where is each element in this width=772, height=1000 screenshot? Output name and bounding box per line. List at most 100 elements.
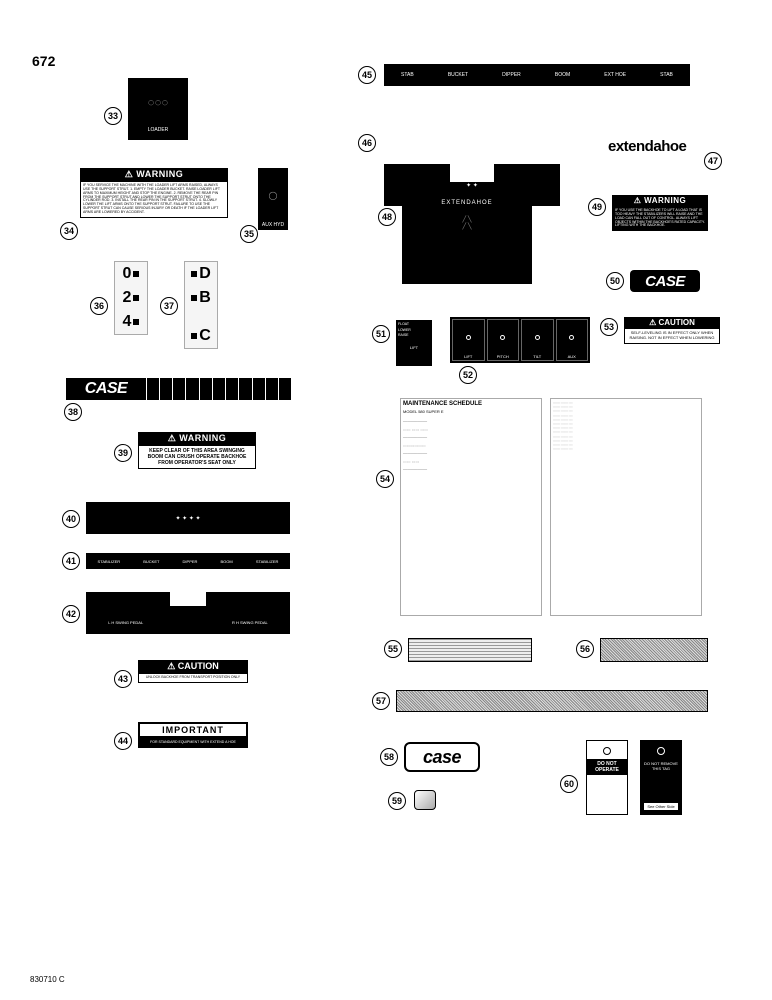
p42-r: R H SWING PEDAL [232,620,268,625]
p45-2: DIPPER [502,72,521,78]
callout-51: 51 [372,325,390,343]
warning-header: ⚠ WARNING [80,168,228,181]
decal-59-part [414,790,436,810]
p42-l: L H SWING PEDAL [108,620,143,625]
decal-48-extendahoe-diagram: EXTENDAHOE ╱ ╲╱ ╲ [402,196,532,284]
decal-54-instructions: ━━━━ ━━━━ ━━━━━━ ━━━━ ━━━━━━ ━━━━ ━━━━━━… [550,398,702,616]
page-number: 672 [32,53,55,69]
caution-header: ⚠ CAUTION [138,660,248,673]
callout-42: 42 [62,605,80,623]
decal-36-shift: 0 2 4 [114,261,148,335]
warning-body: KEEP CLEAR OF THIS AREA SWINGING BOOM CA… [138,445,256,469]
decal-39-warning: ⚠ WARNING KEEP CLEAR OF THIS AREA SWINGI… [138,432,256,469]
shift-c: C [199,327,211,345]
tag-see-other: See Other Side [644,803,677,810]
callout-45: 45 [358,66,376,84]
decal-34-warning: ⚠ WARNING IF YOU SERVICE THE MACHINE WIT… [80,168,228,218]
decal-43-caution: ⚠ CAUTION UNLOCK BACKHOE FROM TRANSPORT … [138,660,248,683]
callout-39: 39 [114,444,132,462]
decal-40-control-panel: ✦ ✦ ✦ ✦ [86,502,290,534]
decal-53-caution: ⚠ CAUTION SELF-LEVELING IS IN EFFECT ONL… [624,317,720,344]
p52-3: AUX [568,354,576,359]
p51-2: RAISE [398,333,430,339]
caution-body: SELF-LEVELING IS IN EFFECT ONLY WHEN RAI… [624,328,720,344]
decal-49-warning: ⚠ WARNING IF YOU USE THE BACKHOE TO LIFT… [612,195,708,231]
decal-44-important: IMPORTANT FOR STANDARD EQUIPMENT WITH EX… [138,722,248,748]
warning-body: IF YOU USE THE BACKHOE TO LIFT A LOAD TH… [612,206,708,231]
decal-55-texture [408,638,532,662]
callout-54: 54 [376,470,394,488]
callout-59: 59 [388,792,406,810]
loader-label: LOADER [129,127,187,133]
decal-52-grid: LIFT PITCH TILT AUX [450,317,590,363]
callout-40: 40 [62,510,80,528]
p41-3: BOOM [221,559,233,564]
callout-48: 48 [378,208,396,226]
important-header: IMPORTANT [138,722,248,738]
p45-4: EXT HOE [604,72,626,78]
aux-hyd-label: AUX HYD [262,222,284,230]
shift-0: 0 [123,265,132,283]
callout-35: 35 [240,225,258,243]
decal-42-swing-panel: L H SWING PEDAL R H SWING PEDAL [86,592,290,634]
callout-56: 56 [576,640,594,658]
p45-1: BUCKET [448,72,468,78]
footer-code: 830710 C [30,975,65,984]
warning-header: ⚠ WARNING [138,432,256,445]
warning-body: IF YOU SERVICE THE MACHINE WITH THE LOAD… [80,181,228,218]
decal-58-case-outline: case [404,742,480,772]
decal-56-texture [600,638,708,662]
p52-0: LIFT [464,354,472,359]
tag-do-not-operate: DO NOT OPERATE [586,740,628,815]
decal-51-lift: FLOAT LOWER RAISE LIFT [396,320,432,366]
callout-38: 38 [64,403,82,421]
maint-sub: MODEL 580 SUPER E [403,410,539,414]
callout-33: 33 [104,107,122,125]
maint-title: MAINTENANCE SCHEDULE [403,401,539,408]
warning-header: ⚠ WARNING [612,195,708,206]
shift-d: D [199,265,211,283]
callout-46: 46 [358,134,376,152]
decal-37-shift: D B C [184,261,218,349]
tag-remove-label: DO NOT REMOVE THIS TAG [641,759,681,773]
callout-34: 34 [60,222,78,240]
decal-33-loader-panel: ◯ ◯ ◯ LOADER [128,78,188,140]
callout-36: 36 [90,297,108,315]
shift-4: 4 [123,313,132,331]
tag-do-not-remove: DO NOT REMOVE THIS TAG See Other Side [640,740,682,815]
decal-38-case-stripe: CASE [66,378,292,400]
shift-2: 2 [123,289,132,307]
callout-55: 55 [384,640,402,658]
callout-47: 47 [704,152,722,170]
p52-2: TILT [533,354,541,359]
important-body: FOR STANDARD EQUIPMENT WITH EXTEND A HOE [138,738,248,748]
decal-54-maintenance: MAINTENANCE SCHEDULE MODEL 580 SUPER E ━… [400,398,542,616]
callout-60: 60 [560,775,578,793]
decal-57-texture [396,690,708,712]
decal-60-tags: DO NOT OPERATE DO NOT REMOVE THIS TAG Se… [586,740,682,815]
decal-50-case: CASE [630,270,700,292]
decal-45-top-strip: STAB BUCKET DIPPER BOOM EXT HOE STAB [384,64,690,86]
p41-0: STABILIZER [98,559,121,564]
callout-49: 49 [588,198,606,216]
case-logo: CASE [66,378,146,400]
p41-2: DIPPER [183,559,198,564]
callout-41: 41 [62,552,80,570]
p51-foot: LIFT [398,345,430,350]
callout-57: 57 [372,692,390,710]
caution-body: UNLOCK BACKHOE FROM TRANSPORT POSITION O… [138,673,248,683]
p41-4: STABILIZER [256,559,279,564]
p45-0: STAB [401,72,414,78]
decal-41-label-strip: STABILIZER BUCKET DIPPER BOOM STABILIZER [86,553,290,569]
p52-1: PITCH [497,354,509,359]
decal-47-extendahoe: extendahoe [608,138,686,155]
decal-35-aux-hyd: ◯ AUX HYD [258,168,288,230]
p41-1: BUCKET [143,559,159,564]
p45-5: STAB [660,72,673,78]
callout-52: 52 [459,366,477,384]
extendahoe-uc: EXTENDAHOE [406,200,528,206]
caution-header: ⚠ CAUTION [624,317,720,328]
tag-label: DO NOT OPERATE [587,759,627,775]
callout-43: 43 [114,670,132,688]
callout-58: 58 [380,748,398,766]
